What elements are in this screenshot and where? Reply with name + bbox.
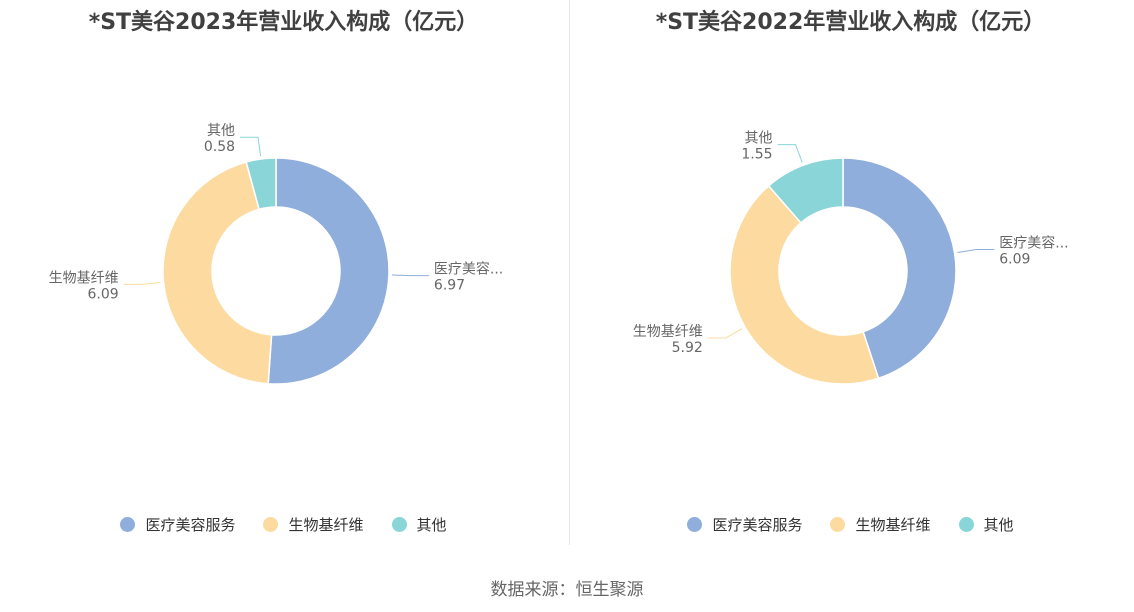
legend-dot: [958, 517, 974, 532]
legend-item-medical-beauty[interactable]: 医疗美容服务: [120, 514, 235, 535]
donut-slice[interactable]: [162, 161, 273, 385]
donut-slice[interactable]: [267, 157, 390, 385]
slice-name-label: 生物基纤维: [633, 323, 703, 340]
slice-name-label: 医疗美容...: [434, 261, 503, 278]
legend-item-bio-fiber[interactable]: 生物基纤维: [830, 514, 931, 535]
donut-slice[interactable]: [842, 157, 957, 380]
legend: 医疗美容服务 生物基纤维 其他: [567, 514, 1134, 535]
legend-label: 其他: [983, 516, 1014, 534]
legend-dot: [120, 517, 136, 532]
leader-line: [123, 281, 161, 285]
slice-value-label: 5.92: [672, 340, 703, 356]
legend-label: 医疗美容服务: [145, 516, 236, 534]
chart-title: *ST美谷2023年营业收入构成（亿元）: [88, 10, 479, 35]
leader-line: [777, 144, 803, 163]
slice-value-label: 1.55: [741, 147, 772, 163]
legend-label: 医疗美容服务: [712, 516, 803, 534]
legend-label: 生物基纤维: [855, 516, 931, 534]
leader-line: [240, 136, 262, 157]
legend-dot: [391, 517, 407, 532]
slice-name-label: 生物基纤维: [49, 269, 119, 286]
chart-panel-2022: *ST美谷2022年营业收入构成（亿元） 医疗美容... 6.09 生物基纤维 5.9…: [567, 0, 1134, 550]
slice-value-label: 6.09: [999, 252, 1030, 268]
leader-line: [707, 328, 743, 339]
chart-title: *ST美谷2022年营业收入构成（亿元）: [655, 10, 1046, 35]
legend-dot: [830, 517, 846, 532]
slice-name-label: 其他: [207, 123, 235, 139]
donut-slice[interactable]: [729, 184, 880, 385]
leader-line: [391, 274, 429, 277]
legend-label: 其他: [416, 516, 447, 534]
slice-name-label: 医疗美容...: [999, 235, 1068, 252]
legend-label: 生物基纤维: [288, 516, 364, 534]
legend: 医疗美容服务 生物基纤维 其他: [0, 514, 567, 535]
legend-item-medical-beauty[interactable]: 医疗美容服务: [687, 514, 802, 535]
slice-value-label: 6.97: [434, 278, 465, 294]
legend-item-other[interactable]: 其他: [958, 514, 1014, 535]
donut-slice[interactable]: [767, 157, 844, 224]
legend-dot: [263, 517, 279, 532]
slice-name-label: 其他: [745, 131, 773, 147]
slice-value-label: 0.58: [204, 139, 235, 155]
slice-value-label: 6.09: [87, 286, 118, 302]
leader-line: [957, 249, 995, 254]
legend-dot: [687, 517, 703, 532]
legend-item-bio-fiber[interactable]: 生物基纤维: [263, 514, 364, 535]
legend-item-other[interactable]: 其他: [391, 514, 447, 535]
panel-divider: [569, 0, 570, 545]
chart-panel-2023: *ST美谷2023年营业收入构成（亿元） 医疗美容... 6.97 生物基纤维 6.0…: [0, 0, 567, 550]
data-source: 数据来源：恒生聚源: [490, 580, 644, 600]
donut-slice[interactable]: [245, 157, 277, 211]
